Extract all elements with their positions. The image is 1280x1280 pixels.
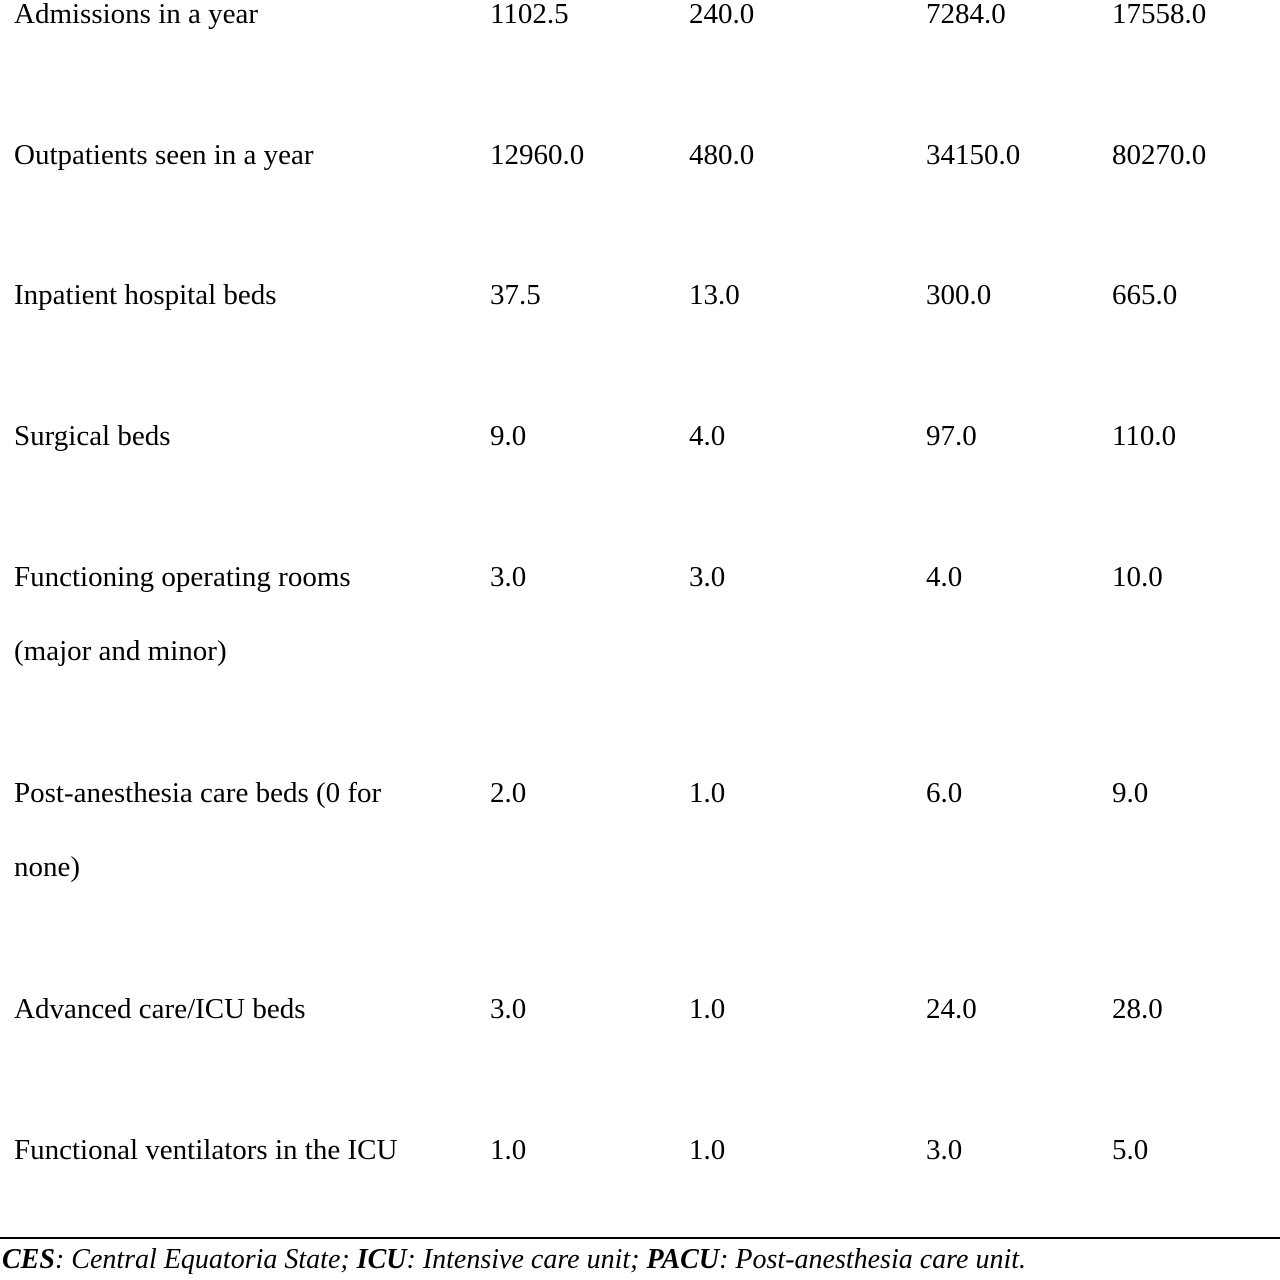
row-label: Functional ventilators in the ICU [14,1134,398,1166]
row-value-3: 24.0 [926,993,977,1025]
row-label: Advanced care/ICU beds [14,993,306,1025]
row-value-4: 5.0 [1112,1134,1149,1166]
row-label: Admissions in a year [14,0,259,30]
row-value-2: 240.0 [689,0,755,30]
footnote-abbr-ces: CES [2,1244,55,1275]
table-bottom-rule [0,1237,1280,1239]
footnote-def-icu: : Intensive care unit; [406,1244,647,1275]
row-value-1: 1.0 [490,1134,527,1166]
footnote-abbr-pacu: PACU [646,1244,720,1275]
row-value-1: 12960.0 [490,139,585,171]
row-value-2: 3.0 [689,561,726,593]
table-footnote: CES: Central Equatoria State; ICU: Inten… [2,1240,1026,1280]
footnote-abbr-icu: ICU [356,1244,407,1275]
row-value-2: 480.0 [689,139,755,171]
row-label: Surgical beds [14,420,171,452]
footnote-def-pacu: : Post-anesthesia care unit. [719,1244,1026,1275]
footnote-def-ces: : Central Equatoria State; [54,1244,357,1275]
row-value-4: 665.0 [1112,279,1178,311]
row-label: Inpatient hospital beds [14,279,277,311]
row-value-4: 9.0 [1112,777,1149,809]
row-value-4: 10.0 [1112,561,1163,593]
row-value-3: 7284.0 [926,0,1006,30]
row-value-3: 3.0 [926,1134,963,1166]
row-value-4: 80270.0 [1112,139,1207,171]
row-value-1: 9.0 [490,420,527,452]
row-value-4: 17558.0 [1112,0,1207,30]
row-value-3: 34150.0 [926,139,1021,171]
row-value-3: 97.0 [926,420,977,452]
row-value-2: 13.0 [689,279,740,311]
row-value-1: 3.0 [490,561,527,593]
row-value-1: 1102.5 [490,0,569,30]
row-value-2: 1.0 [689,1134,726,1166]
row-label: Post-anesthesia care beds (0 for none) [14,777,382,883]
row-value-1: 3.0 [490,993,527,1025]
row-label: Outpatients seen in a year [14,139,314,171]
row-value-2: 1.0 [689,993,726,1025]
row-value-4: 110.0 [1112,420,1177,452]
row-value-3: 4.0 [926,561,963,593]
row-value-1: 37.5 [490,279,541,311]
row-value-3: 6.0 [926,777,963,809]
row-value-1: 2.0 [490,777,527,809]
row-value-2: 1.0 [689,777,726,809]
row-value-2: 4.0 [689,420,726,452]
row-label: Functioning operating rooms (major and m… [14,561,351,667]
row-value-4: 28.0 [1112,993,1163,1025]
row-value-3: 300.0 [926,279,992,311]
